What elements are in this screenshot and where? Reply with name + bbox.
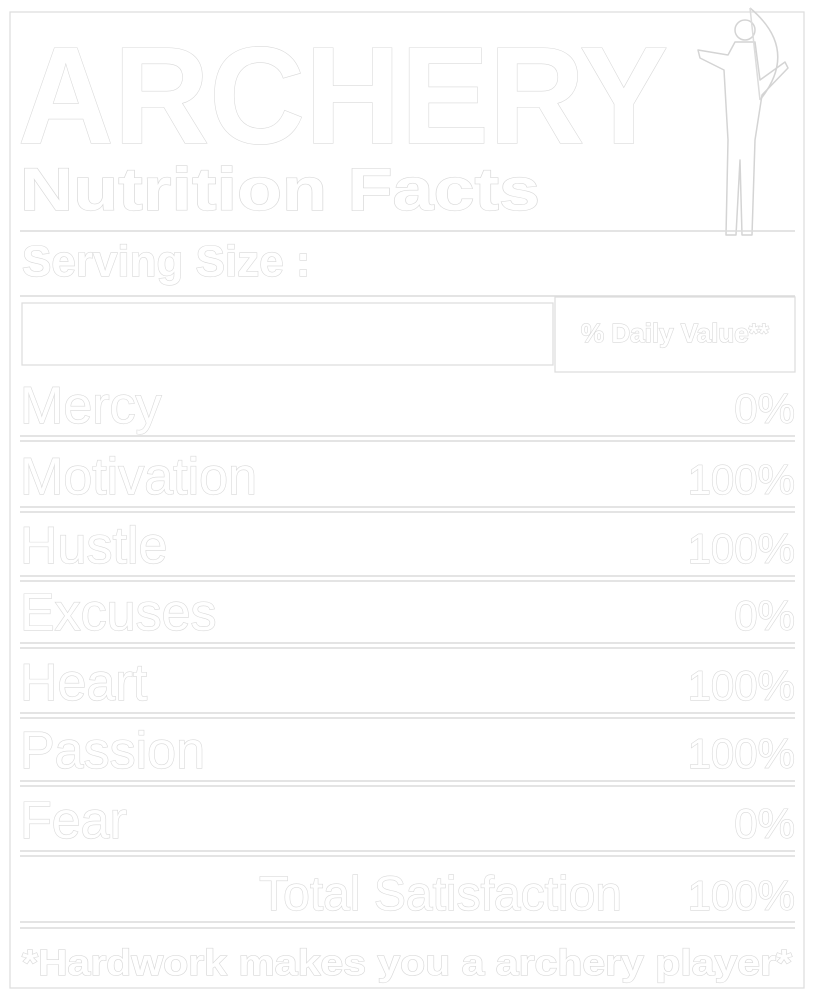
serving-size: Serving Size :	[22, 237, 311, 286]
row-value: 0%	[734, 800, 795, 847]
subtitle: Nutrition Facts	[20, 156, 540, 223]
row-label: Motivation	[20, 448, 257, 506]
total-value: 100%	[688, 872, 795, 919]
outer-frame	[9, 11, 805, 989]
row-value: 100%	[688, 730, 795, 777]
title: ARCHERY	[18, 19, 668, 173]
row-value: 0%	[734, 592, 795, 639]
row-value: 0%	[734, 385, 795, 432]
rows: Mercy 0% Motivation 100% Hustle 100% Excuses 0%…	[19, 376, 796, 857]
row-label: Mercy	[20, 377, 162, 435]
row-value: 100%	[688, 456, 795, 503]
row-label: Hustle	[20, 517, 167, 575]
footer: *Hardwork makes you a archery player*	[22, 942, 792, 983]
row-label: Excuses	[20, 584, 217, 642]
row-label: Passion	[20, 722, 205, 780]
archer-figure	[697, 7, 789, 236]
row-label: Fear	[20, 792, 127, 850]
daily-value-box	[554, 296, 796, 373]
total-label: Total Satisfaction	[259, 868, 622, 921]
row-value: 100%	[688, 525, 795, 572]
serving-box	[21, 302, 554, 366]
row-label: Heart	[20, 654, 148, 712]
daily-value-header: % Daily Value**	[581, 318, 770, 348]
row-value: 100%	[688, 662, 795, 709]
